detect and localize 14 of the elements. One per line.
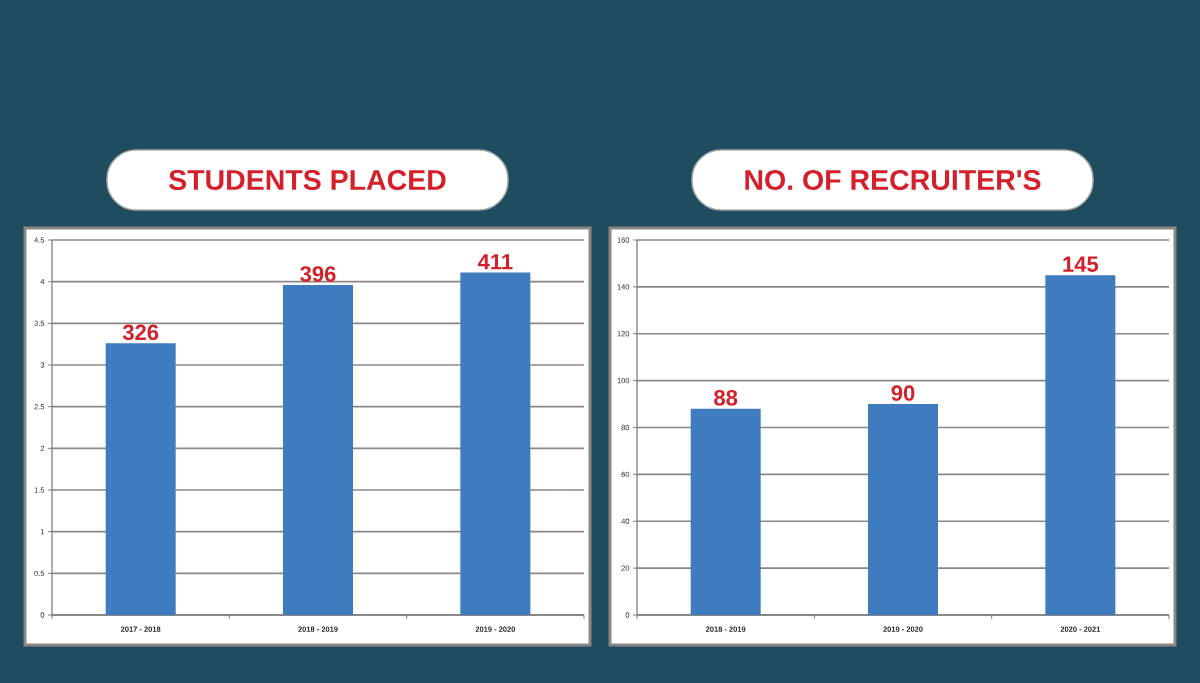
chart-title: STUDENTS PLACED xyxy=(168,169,446,191)
annotation: 326 xyxy=(122,324,159,341)
annotation: 396 xyxy=(300,266,336,282)
bar xyxy=(690,408,761,615)
bar xyxy=(105,343,176,615)
bar xyxy=(1045,275,1116,615)
data-label: 145 xyxy=(1063,256,1099,272)
data-label: 88 xyxy=(714,389,738,406)
annotation: 411 xyxy=(477,254,513,270)
bar xyxy=(460,272,531,615)
chart-title: NO. OF RECRUITER'S xyxy=(745,169,1041,191)
bar xyxy=(283,285,353,615)
bar xyxy=(868,404,939,615)
data-label: 90 xyxy=(891,385,915,401)
